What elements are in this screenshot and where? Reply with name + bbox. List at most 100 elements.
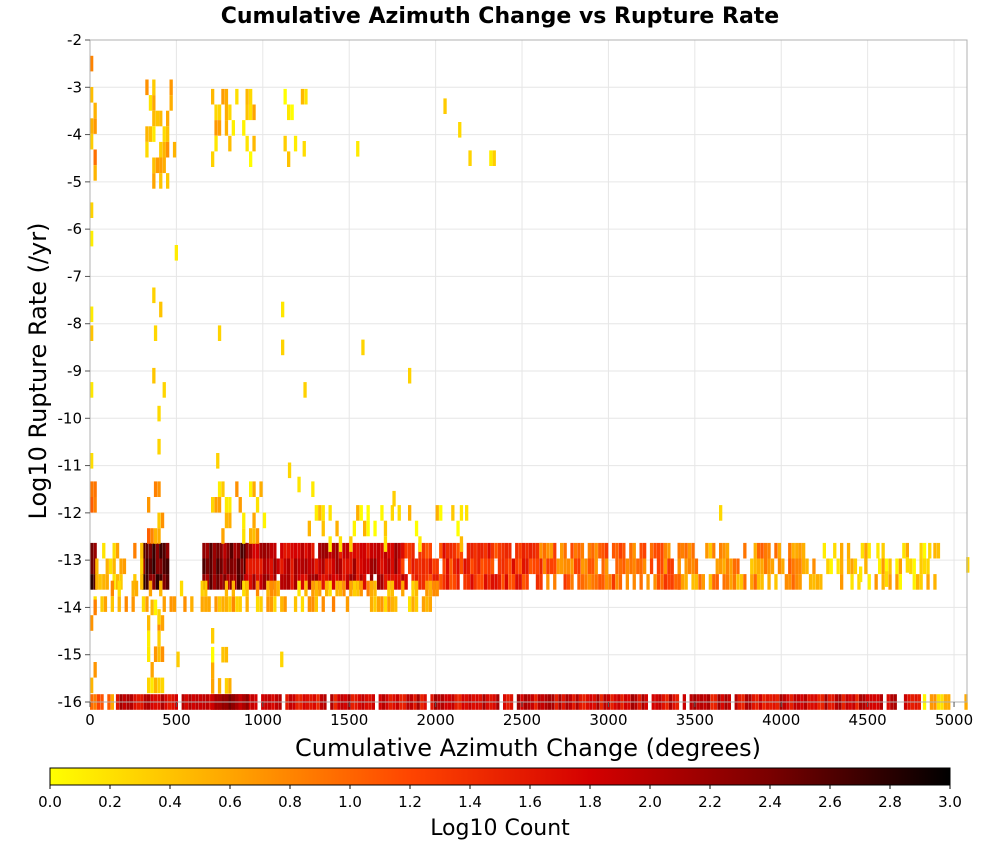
- heatmap-cell: [112, 558, 116, 575]
- heatmap-cell: [802, 558, 806, 575]
- heatmap-cell: [216, 558, 220, 575]
- heatmap-cell: [266, 580, 270, 597]
- heatmap-cell: [795, 542, 799, 559]
- heatmap-cell: [489, 150, 493, 166]
- y-tick-label: -8: [67, 315, 82, 333]
- heatmap-cell: [570, 574, 574, 590]
- heatmap-cell: [162, 542, 166, 559]
- heatmap-cell: [840, 574, 844, 590]
- heatmap-cell: [864, 542, 868, 559]
- heatmap-cell: [219, 574, 223, 590]
- heatmap-cell: [259, 542, 263, 559]
- heatmap-cell: [667, 574, 671, 590]
- heatmap-cell: [159, 157, 163, 174]
- heatmap-cell: [133, 574, 137, 590]
- heatmap-cell: [649, 542, 654, 559]
- heatmap-cell: [397, 505, 401, 521]
- heatmap-cell: [155, 157, 159, 174]
- heatmap-cell: [404, 574, 408, 590]
- heatmap-cell: [494, 574, 498, 590]
- heatmap-cell: [390, 505, 394, 521]
- heatmap-cell: [90, 230, 94, 247]
- heatmap-cell: [159, 301, 163, 318]
- heatmap-cell: [808, 574, 813, 590]
- heatmap-cell: [300, 574, 305, 590]
- heatmap-cell: [217, 678, 222, 694]
- heatmap-cell: [297, 476, 301, 493]
- colorbar-tick-label: 1.8: [578, 793, 602, 811]
- heatmap-cell: [93, 481, 97, 497]
- heatmap-cell: [435, 558, 439, 575]
- heatmap-cell: [591, 542, 595, 559]
- heatmap-cell: [369, 558, 374, 575]
- heatmap-cell: [383, 558, 388, 575]
- heatmap-cell: [202, 542, 206, 559]
- heatmap-cell: [784, 574, 788, 590]
- colorbar-tick-label: 2.0: [638, 793, 662, 811]
- heatmap-cell: [725, 542, 730, 559]
- heatmap-cell: [318, 558, 322, 575]
- heatmap-cell: [615, 574, 619, 590]
- heatmap-cell: [418, 558, 422, 575]
- heatmap-cell: [373, 558, 377, 575]
- heatmap-cell: [200, 580, 204, 597]
- heatmap-cell: [141, 558, 146, 575]
- heatmap-cell: [321, 596, 325, 612]
- heatmap-cell: [632, 542, 636, 559]
- heatmap-cell: [383, 574, 388, 590]
- heatmap-cell: [815, 574, 820, 590]
- heatmap-cell: [93, 118, 97, 134]
- heatmap-cell: [157, 481, 161, 497]
- heatmap-cell: [115, 542, 120, 559]
- heatmap-cell: [252, 574, 256, 590]
- heatmap-cell: [587, 574, 591, 590]
- heatmap-cell: [363, 520, 367, 537]
- heatmap-cell: [443, 98, 447, 114]
- heatmap-cell: [245, 558, 249, 575]
- heatmap-cell: [764, 558, 768, 575]
- heatmap-cell: [153, 481, 158, 497]
- heatmap-cell: [183, 596, 187, 612]
- heatmap-cell: [134, 580, 139, 597]
- heatmap-cell: [133, 542, 137, 559]
- heatmap-cell: [563, 558, 567, 575]
- heatmap-cell: [117, 596, 121, 612]
- heatmap-cell: [273, 542, 277, 559]
- heatmap-cell: [432, 580, 436, 597]
- x-tick-label: 500: [162, 711, 191, 729]
- heatmap-cell: [297, 542, 301, 559]
- heatmap-cell: [449, 574, 453, 590]
- heatmap-cell: [359, 505, 363, 521]
- heatmap-cell: [363, 558, 367, 575]
- heatmap-cell: [280, 542, 284, 559]
- heatmap-cell: [373, 520, 377, 537]
- heatmap-cell: [214, 120, 218, 136]
- heatmap-cell: [214, 596, 218, 612]
- heatmap-cell: [162, 126, 166, 142]
- heatmap-cell: [240, 542, 244, 559]
- heatmap-cell: [349, 580, 353, 597]
- heatmap-cell: [926, 558, 930, 575]
- heatmap-cell: [528, 558, 533, 575]
- heatmap-cell: [719, 542, 723, 559]
- heatmap-cell: [774, 542, 778, 559]
- heatmap-cell: [90, 118, 94, 134]
- heatmap-cell: [840, 558, 844, 575]
- heatmap-cell: [216, 453, 220, 469]
- heatmap-cell: [249, 528, 253, 544]
- heatmap-cell: [212, 542, 216, 559]
- heatmap-cell: [719, 505, 723, 521]
- heatmap-cell: [542, 542, 547, 559]
- heatmap-cell: [408, 505, 412, 521]
- heatmap-cell: [157, 677, 161, 694]
- heatmap-cell: [760, 558, 764, 575]
- heatmap-cell: [397, 574, 401, 590]
- heatmap-cell: [157, 438, 161, 455]
- heatmap-cell: [162, 157, 166, 174]
- heatmap-cell: [667, 558, 671, 575]
- heatmap-cell: [708, 542, 712, 559]
- heatmap-cell: [356, 580, 360, 597]
- heatmap-cell: [670, 558, 674, 575]
- heatmap-cell: [876, 542, 880, 559]
- heatmap-cell: [487, 542, 491, 559]
